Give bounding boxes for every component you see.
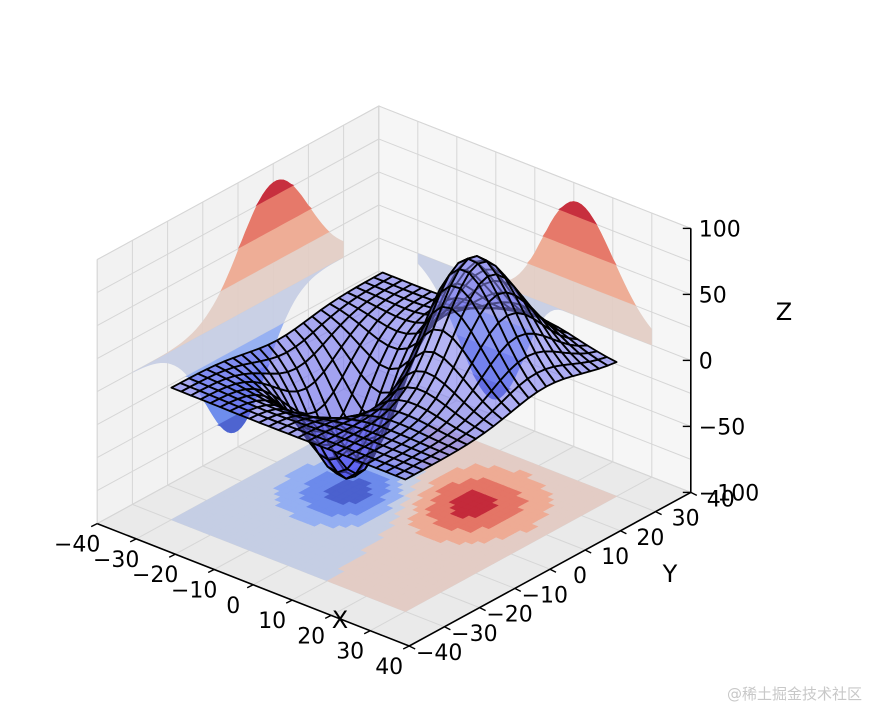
x-tick — [246, 584, 254, 589]
grid-line — [96, 105, 380, 261]
x-tick — [129, 538, 137, 543]
grid-line — [378, 138, 691, 262]
x-axis-line — [96, 522, 410, 647]
x-tick-label: −10 — [171, 579, 217, 604]
y-tick — [584, 549, 592, 554]
y-tick-label: 0 — [573, 564, 587, 589]
y-tick-label: −30 — [451, 622, 497, 647]
left-wall-contour — [132, 179, 344, 307]
floor-contour-cell — [603, 493, 618, 500]
x-tick-label: −30 — [93, 548, 139, 573]
z-tick-label: 0 — [699, 349, 713, 374]
y-tick-label: 10 — [601, 545, 629, 570]
x-tick-label: −20 — [132, 563, 178, 588]
x-tick-label: 30 — [336, 640, 364, 665]
z-tick-label: −50 — [699, 415, 745, 440]
x-tick-label: 10 — [258, 609, 286, 634]
y-tick — [479, 606, 486, 612]
y-tick-label: 40 — [707, 487, 735, 512]
y-tick — [620, 530, 627, 535]
grid-line — [96, 138, 380, 294]
y-tick — [408, 645, 416, 650]
x-tick — [168, 553, 176, 558]
x-tick — [207, 568, 215, 574]
y-tick — [444, 626, 451, 631]
z-tick-label: 100 — [699, 217, 741, 242]
x-tick — [90, 522, 98, 528]
z-tick-label: −100 — [699, 481, 759, 506]
x-tick-label: 40 — [375, 655, 403, 680]
x-tick — [324, 614, 332, 620]
x-tick-label: −40 — [54, 533, 100, 558]
x-axis-label: X — [332, 606, 348, 634]
x-tick — [363, 630, 371, 635]
y-tick-label: 30 — [672, 507, 700, 532]
y-tick — [514, 587, 522, 593]
y-tick-label: 20 — [636, 526, 664, 551]
z-tick-label: 50 — [699, 283, 727, 308]
x-tick-label: 0 — [226, 594, 240, 619]
left-wall-contour — [132, 257, 344, 434]
y-tick — [655, 510, 662, 516]
surface-face — [394, 469, 416, 481]
grid-line — [378, 171, 691, 295]
y-tick — [549, 568, 557, 573]
left-wall-contour — [132, 158, 344, 274]
grid-line — [378, 105, 691, 229]
y-tick-label: −20 — [486, 603, 532, 628]
wireframe-surface — [170, 255, 618, 481]
y-tick — [690, 491, 698, 497]
watermark: @稀土掘金技术社区 — [726, 685, 862, 703]
x-tick — [402, 645, 410, 650]
x-tick-label: 20 — [297, 624, 325, 649]
y-tick-label: −40 — [416, 641, 462, 666]
x-tick — [285, 599, 293, 604]
axes: −40−30−20−10010203040−40−30−20−100102030… — [54, 217, 759, 680]
y-axis-label: Y — [662, 560, 678, 588]
z-axis-label: Z — [776, 298, 792, 326]
y-tick-label: −10 — [522, 583, 568, 608]
